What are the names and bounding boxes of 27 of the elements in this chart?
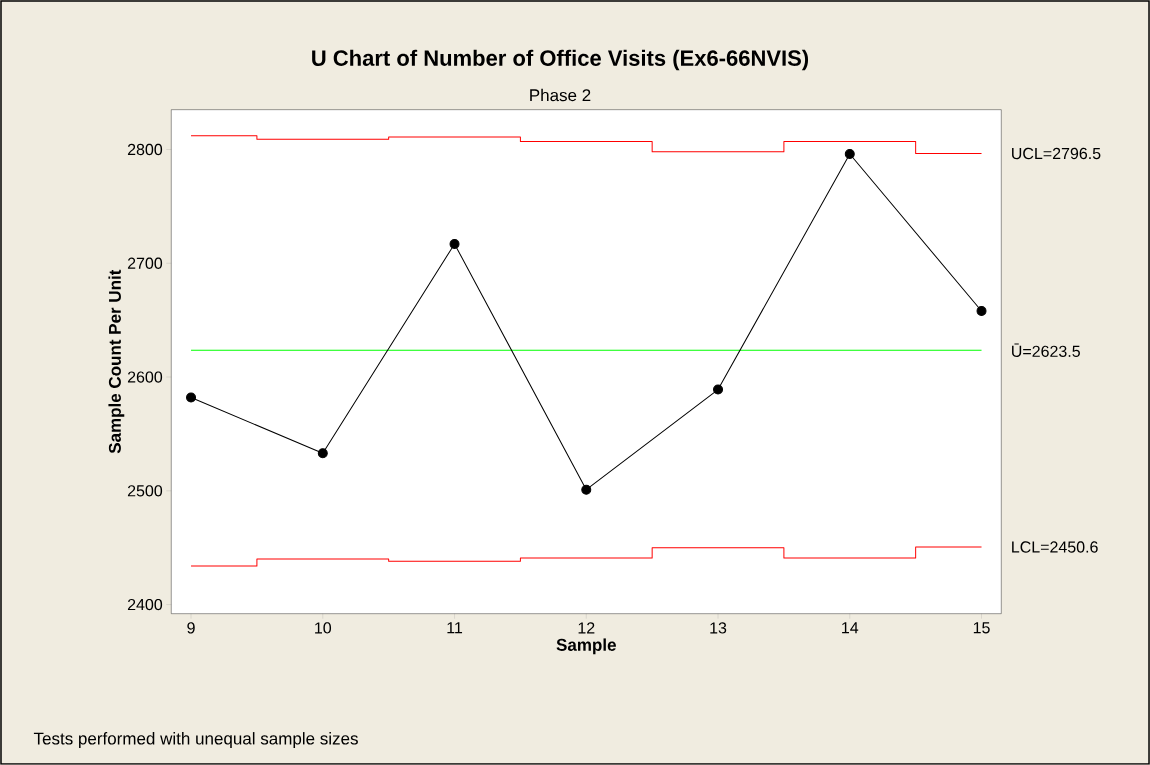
- point: [581, 484, 592, 495]
- point: [713, 384, 724, 395]
- chart-subtitle: Phase 2: [530, 88, 591, 102]
- x-tick-label: 9: [187, 622, 195, 634]
- x-tick-label: 10: [315, 622, 332, 634]
- x-axis-title: Sample: [556, 638, 616, 655]
- x-tick-label: 15: [973, 622, 990, 634]
- x-tick-label: 11: [447, 622, 463, 634]
- point: [186, 392, 197, 403]
- y-tick-label: 2700: [127, 257, 163, 269]
- series-label: LCL=2450.6: [1012, 541, 1098, 553]
- y-tick-label: 2800: [127, 143, 163, 156]
- y-axis-title: Sample Count Per Unit: [108, 269, 125, 454]
- y-tick-label: 2400: [127, 598, 163, 611]
- text: Tests performed with unequal sample sizes: [33, 732, 358, 748]
- series-label: UCL=2796.5: [1012, 147, 1101, 160]
- chart-title: U Chart of Number of Office Visits (Ex6-66NVIS): [312, 49, 809, 71]
- point: [844, 149, 855, 160]
- y-tick-label: 2600: [127, 371, 163, 383]
- x-tick-label: 12: [578, 622, 595, 634]
- point: [976, 306, 987, 317]
- x-tick-label: 14: [842, 622, 859, 634]
- y-tick-label: 2500: [127, 485, 163, 497]
- point: [449, 238, 460, 249]
- point: [317, 448, 328, 459]
- ref-line-label: Ū=2623.5: [1012, 343, 1080, 357]
- x-tick-label: 13: [710, 622, 727, 634]
